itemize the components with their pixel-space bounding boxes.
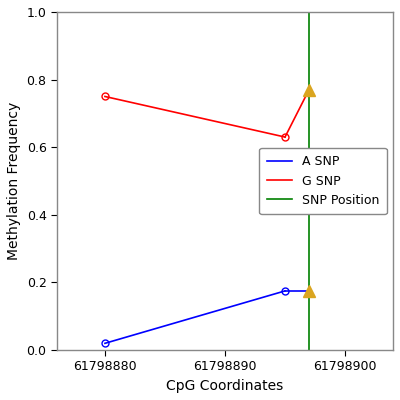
Y-axis label: Methylation Frequency: Methylation Frequency <box>7 102 21 260</box>
Legend: A SNP, G SNP, SNP Position: A SNP, G SNP, SNP Position <box>260 148 387 214</box>
X-axis label: CpG Coordinates: CpG Coordinates <box>166 379 284 393</box>
